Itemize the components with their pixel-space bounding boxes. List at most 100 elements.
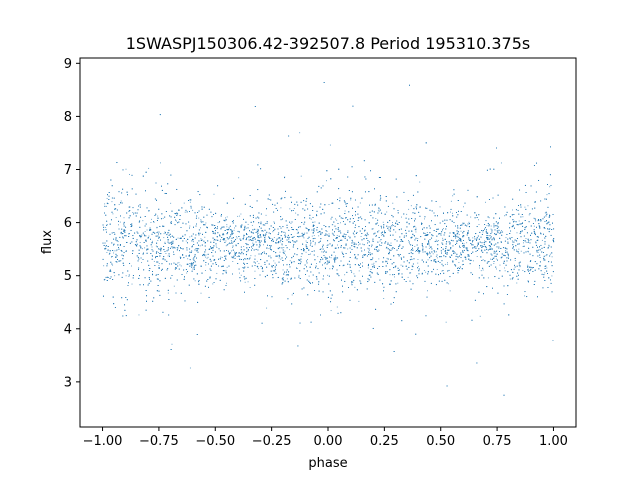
scatter-point [300, 175, 302, 177]
scatter-point [286, 278, 288, 280]
scatter-point [158, 263, 160, 264]
scatter-point [446, 263, 448, 265]
scatter-point [448, 283, 450, 285]
scatter-point [105, 246, 107, 248]
scatter-point [115, 217, 117, 218]
scatter-point [263, 251, 265, 253]
scatter-point [378, 211, 380, 213]
scatter-point [421, 273, 423, 275]
scatter-point [316, 263, 317, 264]
scatter-point [524, 206, 526, 208]
scatter-point [377, 209, 379, 211]
scatter-point [120, 260, 122, 262]
scatter-point [143, 234, 145, 236]
scatter-point [449, 211, 451, 213]
scatter-point [353, 234, 355, 236]
scatter-point [535, 220, 537, 222]
scatter-point [232, 247, 234, 248]
scatter-point [307, 259, 309, 260]
scatter-point [198, 248, 200, 250]
scatter-point [216, 247, 218, 248]
scatter-point [472, 260, 474, 262]
scatter-point [260, 254, 262, 255]
scatter-point [236, 237, 238, 239]
scatter-point [329, 144, 331, 146]
scatter-point [549, 228, 551, 230]
scatter-point [239, 215, 241, 217]
scatter-point [324, 267, 326, 269]
scatter-point [518, 253, 520, 254]
scatter-point [494, 252, 496, 254]
scatter-point [247, 223, 249, 225]
scatter-point [415, 231, 417, 233]
scatter-point [104, 278, 106, 280]
scatter-point [200, 292, 202, 294]
scatter-point [226, 226, 228, 228]
scatter-point [482, 269, 484, 271]
scatter-point [458, 262, 460, 264]
scatter-point [516, 232, 518, 234]
scatter-point [293, 243, 295, 245]
scatter-point [141, 262, 143, 264]
scatter-point [528, 214, 530, 216]
scatter-point [257, 232, 259, 234]
scatter-point [108, 277, 110, 278]
scatter-point [406, 213, 408, 215]
scatter-point [340, 222, 341, 224]
scatter-point [157, 240, 159, 242]
scatter-point [336, 234, 338, 236]
scatter-point [246, 243, 248, 245]
scatter-point [495, 225, 496, 227]
scatter-point [254, 270, 256, 272]
scatter-point [525, 238, 527, 239]
scatter-point [112, 213, 114, 215]
scatter-point [125, 275, 127, 277]
scatter-point [168, 232, 170, 234]
chart-title: 1SWASPJ150306.42-392507.8 Period 195310.… [126, 34, 531, 53]
scatter-point [504, 215, 506, 217]
scatter-point [118, 224, 119, 226]
scatter-point [235, 236, 237, 238]
scatter-point [549, 253, 551, 255]
scatter-point [545, 255, 547, 257]
scatter-point [360, 281, 362, 283]
scatter-point [247, 281, 249, 283]
scatter-point [325, 258, 327, 260]
scatter-point [505, 237, 507, 239]
scatter-point [503, 267, 505, 269]
scatter-point [284, 176, 286, 178]
scatter-point [256, 228, 258, 230]
scatter-point [251, 224, 253, 226]
scatter-point [225, 245, 227, 247]
scatter-point [372, 239, 374, 241]
scatter-point [501, 230, 503, 232]
scatter-point [167, 255, 169, 257]
scatter-point [442, 228, 444, 230]
scatter-point [512, 209, 513, 211]
scatter-point [408, 240, 409, 242]
scatter-point [239, 272, 240, 274]
scatter-point [186, 272, 188, 274]
scatter-point [158, 265, 160, 267]
scatter-point [309, 245, 311, 247]
scatter-point [125, 168, 127, 170]
scatter-point [158, 237, 159, 239]
scatter-point [245, 227, 247, 229]
scatter-point [336, 306, 338, 308]
scatter-point [304, 232, 306, 234]
scatter-point [205, 222, 207, 224]
scatter-point [303, 237, 305, 239]
scatter-point [272, 270, 274, 272]
scatter-point [364, 234, 366, 236]
scatter-point [407, 276, 409, 278]
scatter-point [142, 248, 143, 250]
scatter-point [367, 267, 369, 269]
scatter-point [269, 237, 270, 238]
scatter-point [198, 217, 200, 219]
scatter-point [335, 218, 336, 220]
scatter-point [490, 247, 492, 249]
scatter-point [383, 225, 385, 227]
scatter-point [131, 283, 133, 285]
scatter-point [264, 238, 266, 240]
scatter-point [278, 257, 280, 259]
